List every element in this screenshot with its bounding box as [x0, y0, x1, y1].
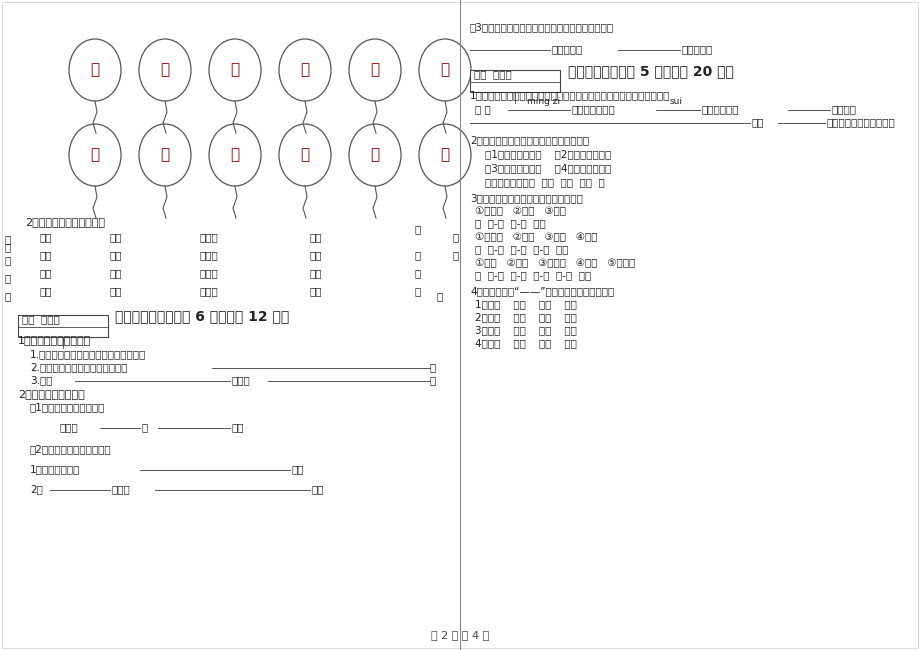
- Text: 火车: 火车: [110, 250, 122, 260]
- Text: 例2：我们正忙着搜东西呢！: 例2：我们正忙着搜东西呢！: [30, 444, 111, 454]
- Text: 美丽的: 美丽的: [60, 422, 79, 432]
- Text: 影: 影: [160, 148, 169, 162]
- Text: ming zi: ming zi: [527, 97, 560, 106]
- Text: 一列: 一列: [40, 232, 52, 242]
- Text: 一面: 一面: [40, 250, 52, 260]
- Text: 天: 天: [440, 148, 449, 162]
- FancyBboxPatch shape: [470, 70, 560, 92]
- Text: 2、照样子，写句子。: 2、照样子，写句子。: [18, 389, 85, 399]
- Text: 好: 好: [142, 422, 148, 432]
- Text: 查: 查: [414, 250, 421, 260]
- Text: （1）春去花还在。    （2）近听水无声。: （1）春去花还在。 （2）近听水无声。: [484, 149, 610, 159]
- Text: 1、读，照样子写一写。: 1、读，照样子写一写。: [18, 335, 91, 345]
- Text: 啊！: 啊！: [232, 422, 244, 432]
- Text: 很多很多。: 很多很多。: [681, 44, 712, 54]
- Text: 2、: 2、: [30, 484, 43, 494]
- Text: 4、种子    小马    公鸡    鱼儿: 4、种子 小马 公鸡 鱼儿: [474, 338, 576, 348]
- Text: 2、大米    玉米    土豆    黄豆: 2、大米 玉米 土豆 黄豆: [474, 312, 576, 322]
- Text: 口人。我非常爱我的家。: 口人。我非常爱我的家。: [826, 117, 895, 127]
- Text: ①朵朵   ②飘着   ③天空中   ④白云   ⑤蓝蓝的: ①朵朵 ②飘着 ③天空中 ④白云 ⑤蓝蓝的: [474, 258, 634, 268]
- Text: 蓝: 蓝: [370, 62, 380, 77]
- Text: 米: 米: [5, 273, 11, 283]
- Text: 4、读一读，用“——”画出不是同一类的词语。: 4、读一读，用“——”画出不是同一类的词语。: [470, 286, 614, 296]
- Text: ，: ，: [429, 362, 436, 372]
- Text: 1、李老师正忙着: 1、李老师正忙着: [30, 464, 80, 474]
- Text: 第 2 页 共 4 页: 第 2 页 共 4 页: [430, 630, 489, 640]
- Text: 井: 井: [5, 255, 11, 265]
- Text: 野: 野: [90, 148, 99, 162]
- Text: 松: 松: [90, 62, 99, 77]
- Text: 大鼓: 大鼓: [110, 232, 122, 242]
- FancyBboxPatch shape: [18, 315, 108, 337]
- Text: 泉水: 泉水: [310, 286, 323, 296]
- Text: 。: 。: [429, 375, 436, 385]
- Text: （  ）-（  ）-（  ）。: （ ）-（ ）-（ ）。: [474, 218, 545, 228]
- Text: 丰盛的: 丰盛的: [199, 268, 219, 278]
- Text: 正确的顺序是：（  ）（  ）（  ）（  ）: 正确的顺序是：（ ）（ ）（ ）（ ）: [484, 177, 604, 187]
- Text: 月光: 月光: [310, 232, 323, 242]
- Text: 本: 本: [437, 291, 443, 301]
- Text: 乡: 乡: [370, 148, 380, 162]
- Text: 毛线: 毛线: [110, 286, 122, 296]
- Text: 生活: 生活: [310, 268, 323, 278]
- Text: 呢！: 呢！: [312, 484, 324, 494]
- Text: 3.如果: 3.如果: [30, 375, 52, 385]
- Text: 一团: 一团: [40, 268, 52, 278]
- Text: ①我们的   ②多么   ③校园   ④美丽: ①我们的 ②多么 ③校园 ④美丽: [474, 232, 596, 242]
- Text: 2、拿出小尺子，连一连。: 2、拿出小尺子，连一连。: [25, 217, 105, 227]
- Text: 玉: 玉: [452, 250, 459, 260]
- Text: （  ）-（  ）-（  ）-（  ）！: （ ）-（ ）-（ ）-（ ）！: [474, 244, 568, 254]
- Text: 平淡的: 平淡的: [199, 250, 219, 260]
- Text: 晚餐: 晚餐: [310, 250, 323, 260]
- Text: 领: 领: [5, 291, 11, 301]
- Text: 鼠: 鼠: [230, 148, 239, 162]
- Text: 作: 作: [5, 234, 11, 244]
- Text: 朋: 朋: [160, 62, 169, 77]
- Text: （3）人来鸟不惊。    （4）远看山有色，: （3）人来鸟不惊。 （4）远看山有色，: [484, 163, 610, 173]
- Text: 友: 友: [301, 148, 309, 162]
- Text: 1、你爱自己的家吗？赶快向大家介绍自己。（不会写的字用拼音代替）: 1、你爱自己的家吗？赶快向大家介绍自己。（不会写的字用拼音代替）: [470, 90, 670, 100]
- Text: sui: sui: [669, 97, 682, 106]
- Text: 业: 业: [5, 242, 11, 252]
- Text: （名字）。今年: （名字）。今年: [572, 104, 615, 114]
- Text: 3、将下列词语排列成句子（填序号）。: 3、将下列词语排列成句子（填序号）。: [470, 193, 583, 203]
- Text: 水: 水: [452, 232, 459, 242]
- Text: 一块: 一块: [40, 286, 52, 296]
- Text: 五、补充句子（每题 6 分，共计 12 分）: 五、补充句子（每题 6 分，共计 12 分）: [115, 309, 289, 323]
- Text: 练: 练: [414, 268, 421, 278]
- Text: 正忙着: 正忙着: [112, 484, 130, 494]
- Text: 稼: 稼: [414, 224, 421, 234]
- Text: 1、铅笔    尺子    牛奶    小刀: 1、铅笔 尺子 牛奶 小刀: [474, 299, 576, 309]
- Text: ，家里有: ，家里有: [831, 104, 857, 114]
- Text: 2.如果妈妈切菜时划破了手，我就: 2.如果妈妈切菜时划破了手，我就: [30, 362, 128, 372]
- Text: 例1：美丽的小路好亮啊！: 例1：美丽的小路好亮啊！: [30, 402, 106, 412]
- Text: 我 叫: 我 叫: [474, 104, 490, 114]
- Text: 很大很大，: 很大很大，: [551, 44, 583, 54]
- Text: （  ）-（  ）-（  ）-（  ）-（  ）。: （ ）-（ ）-（ ）-（ ）-（ ）。: [474, 270, 591, 280]
- Text: 1.如果马莎掉到河里，我就跳下去救她。: 1.如果马莎掉到河里，我就跳下去救她。: [30, 349, 146, 359]
- Text: 挖: 挖: [414, 286, 421, 296]
- Text: 得分  评卷人: 得分 评卷人: [22, 314, 60, 324]
- Text: 2、我会给下面四句诗排列出正确的顺序。: 2、我会给下面四句诗排列出正确的顺序。: [470, 135, 588, 145]
- Text: ，我就: ，我就: [232, 375, 251, 385]
- Text: 回: 回: [230, 62, 239, 77]
- Text: 甘甜的: 甘甜的: [199, 232, 219, 242]
- Text: ①在山上   ②老牛   ③吃草: ①在山上 ②老牛 ③吃草: [474, 206, 565, 216]
- Text: 岁，我家住在: 岁，我家住在: [701, 104, 739, 114]
- Text: 手表: 手表: [110, 268, 122, 278]
- Text: 六、综合题（每题 5 分，共计 20 分）: 六、综合题（每题 5 分，共计 20 分）: [567, 64, 733, 78]
- Text: 故: 故: [440, 62, 449, 77]
- Text: 黑: 黑: [301, 62, 309, 77]
- Text: ，共: ，共: [751, 117, 764, 127]
- Text: 得分  评卷人: 得分 评卷人: [473, 69, 511, 79]
- Text: 柔和的: 柔和的: [199, 286, 219, 296]
- Text: 呢！: 呢！: [291, 464, 304, 474]
- Text: 3、爸爸    妈妈    爷爷    工人: 3、爸爸 妈妈 爷爷 工人: [474, 325, 576, 335]
- Text: 例3：植物园很大很大，里面的花草树木很多很多。: 例3：植物园很大很大，里面的花草树木很多很多。: [470, 22, 614, 32]
